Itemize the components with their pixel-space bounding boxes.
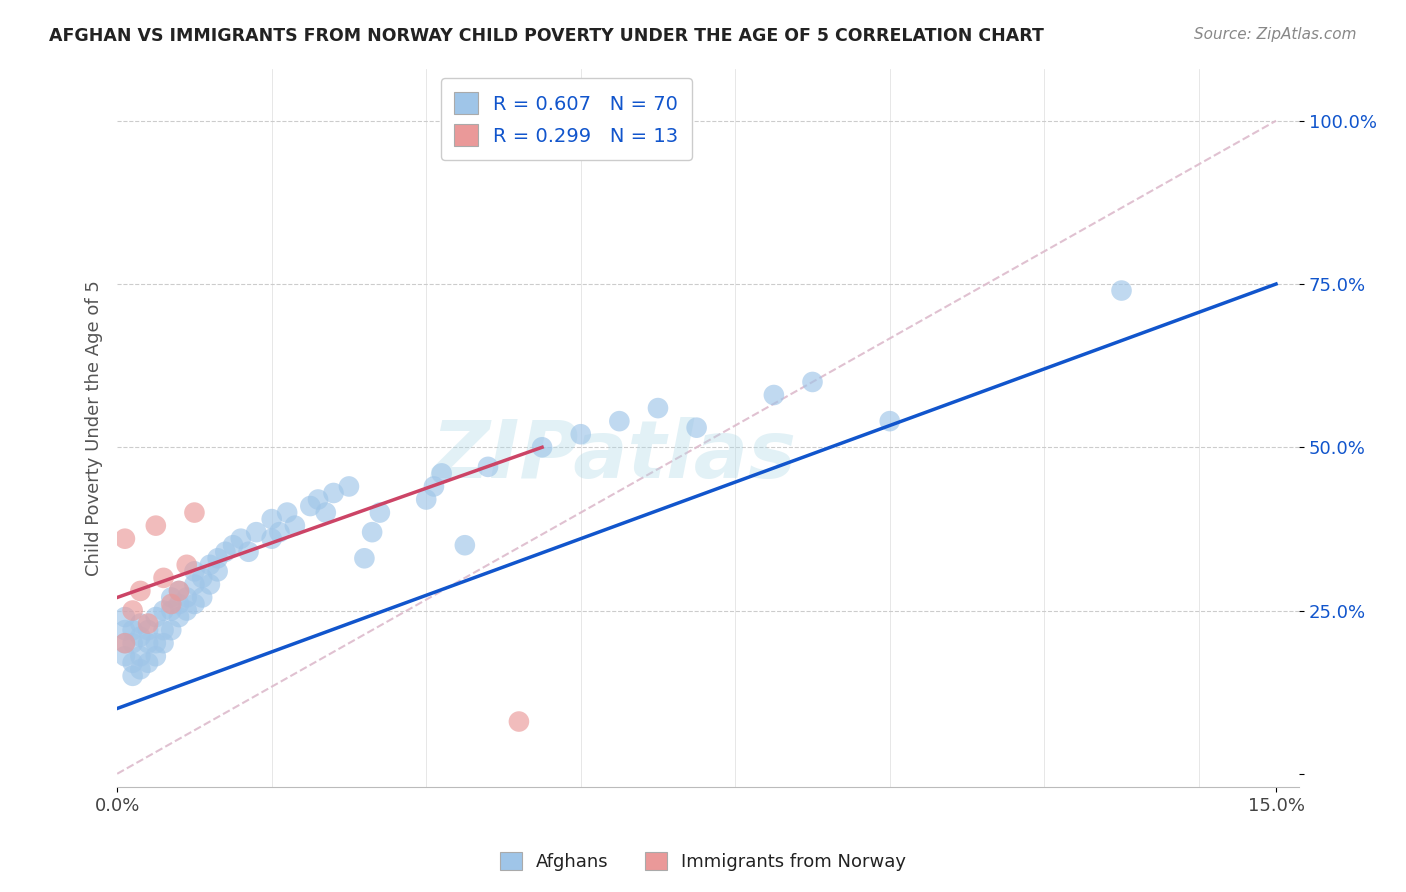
Point: [430, 467, 453, 481]
Point: [245, 525, 267, 540]
Point: [191, 571, 214, 585]
Point: [121, 623, 143, 637]
Point: [114, 623, 136, 637]
Point: [531, 133, 554, 147]
Point: [121, 636, 143, 650]
Point: [368, 506, 391, 520]
Point: [307, 492, 329, 507]
Point: [129, 630, 152, 644]
Point: [207, 551, 229, 566]
Point: [114, 610, 136, 624]
Point: [145, 649, 167, 664]
Point: [183, 597, 205, 611]
Point: [176, 603, 198, 617]
Point: [183, 565, 205, 579]
Point: [222, 538, 245, 552]
Point: [238, 545, 260, 559]
Point: [609, 414, 631, 428]
Point: [167, 597, 190, 611]
Point: [136, 623, 159, 637]
Point: [167, 583, 190, 598]
Point: [145, 610, 167, 624]
Point: [322, 486, 344, 500]
Point: [152, 603, 174, 617]
Point: [685, 420, 707, 434]
Point: [152, 636, 174, 650]
Point: [152, 623, 174, 637]
Y-axis label: Child Poverty Under the Age of 5: Child Poverty Under the Age of 5: [86, 280, 103, 575]
Point: [762, 388, 785, 402]
Point: [198, 558, 221, 572]
Point: [508, 714, 530, 729]
Point: [183, 506, 205, 520]
Point: [176, 558, 198, 572]
Point: [353, 551, 375, 566]
Point: [214, 545, 236, 559]
Text: Source: ZipAtlas.com: Source: ZipAtlas.com: [1194, 27, 1357, 42]
Point: [260, 532, 283, 546]
Point: [160, 623, 183, 637]
Point: [152, 571, 174, 585]
Point: [299, 499, 322, 513]
Point: [276, 506, 298, 520]
Point: [879, 414, 901, 428]
Text: AFGHAN VS IMMIGRANTS FROM NORWAY CHILD POVERTY UNDER THE AGE OF 5 CORRELATION CH: AFGHAN VS IMMIGRANTS FROM NORWAY CHILD P…: [49, 27, 1045, 45]
Point: [315, 506, 337, 520]
Point: [114, 636, 136, 650]
Point: [121, 669, 143, 683]
Point: [284, 518, 307, 533]
Point: [114, 532, 136, 546]
Point: [160, 603, 183, 617]
Point: [129, 583, 152, 598]
Point: [569, 427, 592, 442]
Point: [647, 401, 669, 415]
Point: [198, 577, 221, 591]
Point: [114, 649, 136, 664]
Point: [145, 518, 167, 533]
Point: [129, 662, 152, 676]
Point: [136, 616, 159, 631]
Point: [167, 583, 190, 598]
Point: [136, 636, 159, 650]
Point: [191, 591, 214, 605]
Point: [183, 577, 205, 591]
Point: [129, 649, 152, 664]
Point: [415, 492, 437, 507]
Point: [121, 656, 143, 670]
Point: [361, 525, 384, 540]
Legend: R = 0.607   N = 70, R = 0.299   N = 13: R = 0.607 N = 70, R = 0.299 N = 13: [440, 78, 692, 160]
Point: [167, 610, 190, 624]
Point: [1111, 284, 1133, 298]
Point: [114, 636, 136, 650]
Point: [207, 565, 229, 579]
Point: [229, 532, 252, 546]
Point: [423, 479, 446, 493]
Legend: Afghans, Immigrants from Norway: Afghans, Immigrants from Norway: [492, 845, 914, 879]
Point: [477, 459, 499, 474]
Point: [260, 512, 283, 526]
Point: [160, 597, 183, 611]
Point: [269, 525, 291, 540]
Text: ZIPatlas: ZIPatlas: [432, 417, 796, 495]
Point: [129, 616, 152, 631]
Point: [145, 636, 167, 650]
Point: [121, 603, 143, 617]
Point: [136, 656, 159, 670]
Point: [160, 591, 183, 605]
Point: [801, 375, 824, 389]
Point: [454, 538, 477, 552]
Point: [531, 440, 554, 454]
Point: [337, 479, 360, 493]
Point: [176, 591, 198, 605]
